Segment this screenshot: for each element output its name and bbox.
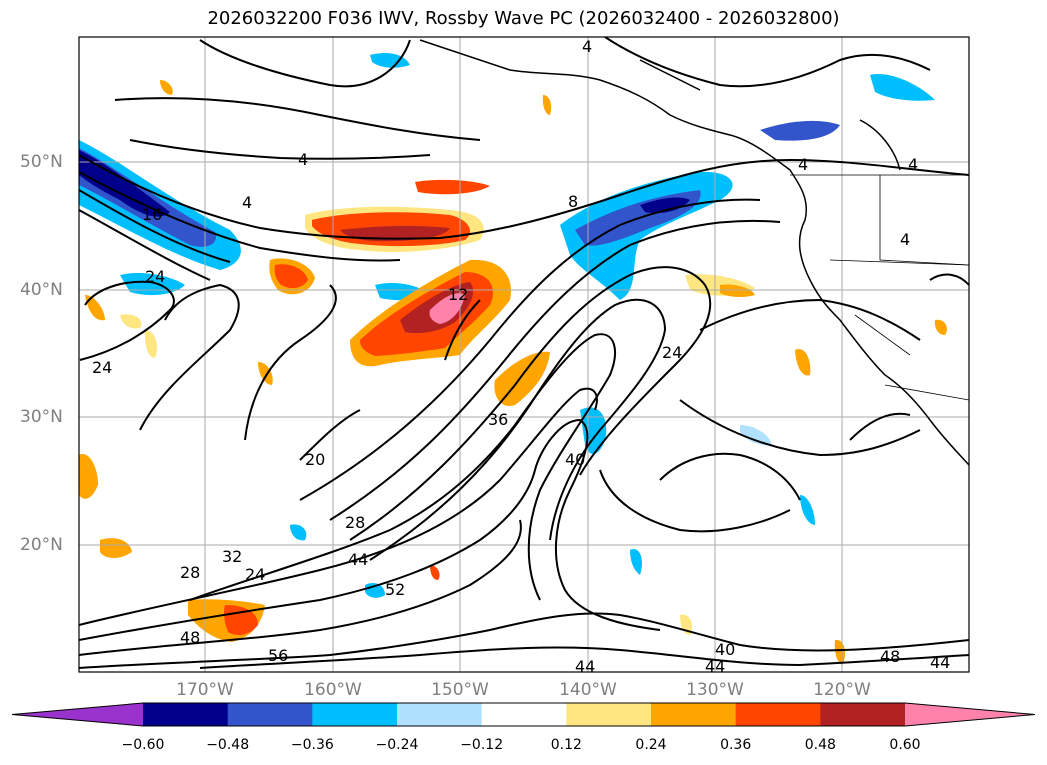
colorbar-segment [566, 703, 652, 726]
contour-label: 20 [305, 450, 325, 469]
contour-label: 4 [908, 155, 918, 174]
lat-label-50n: 50°N [20, 152, 63, 172]
colorbar-segment [735, 703, 821, 726]
lat-label-20n: 20°N [20, 535, 63, 555]
coastlines [419, 39, 969, 466]
contour-label: 28 [180, 563, 200, 582]
colorbar-segment [227, 703, 313, 726]
contour-label: 24 [92, 358, 112, 377]
contour-label: 4 [582, 37, 592, 56]
iwv-contours [79, 37, 969, 669]
colorbar-tick-label: −0.48 [206, 737, 250, 753]
colorbar-tick-label: −0.36 [290, 737, 334, 753]
borders [790, 174, 969, 401]
contour-label: 40 [565, 450, 585, 469]
contour-label: 36 [488, 410, 508, 429]
lat-label-40n: 40°N [20, 280, 63, 300]
contour-label: 32 [222, 547, 242, 566]
colorbar-tick-label: 0.60 [889, 737, 921, 753]
lon-label-140w: 140°W [559, 680, 617, 700]
contour-label: 40 [715, 640, 735, 659]
contour-label: 44 [575, 657, 595, 676]
plot-frame [78, 36, 970, 673]
colorbar-extend-low [12, 703, 143, 726]
contour-label: 24 [245, 565, 265, 584]
colorbar-tick-label: −0.24 [375, 737, 419, 753]
contour-label: 44 [348, 550, 368, 569]
lon-label-170w: 170°W [176, 680, 234, 700]
colorbar-tick-label: −0.12 [460, 737, 504, 753]
contour-label: 4 [242, 193, 252, 212]
colorbar-extend-high [905, 703, 1035, 726]
contour-label: 52 [385, 580, 405, 599]
lon-label-150w: 150°W [431, 680, 489, 700]
contour-label: 28 [345, 513, 365, 532]
contour-label: 4 [900, 230, 910, 249]
colorbar-segment [820, 703, 906, 726]
lon-label-120w: 120°W [813, 680, 871, 700]
colorbar-segment [397, 703, 483, 726]
colorbar-segment [143, 703, 229, 726]
contour-label: 8 [568, 192, 578, 211]
colorbar-tick-label: 0.36 [720, 737, 752, 753]
contour-label: 24 [145, 267, 165, 286]
contour-label: 44 [705, 657, 725, 676]
contour-label: 44 [930, 653, 950, 672]
lat-label-30n: 30°N [20, 407, 63, 427]
contour-label: 48 [180, 628, 200, 647]
contour-label: 56 [268, 646, 288, 665]
lon-label-160w: 160°W [304, 680, 362, 700]
colorbar-tick-label: 0.24 [635, 737, 667, 753]
contour-label: 12 [448, 285, 468, 304]
colorbar-tick-label: −0.60 [121, 737, 165, 753]
map-title: 2026032200 F036 IWV, Rossby Wave PC (202… [207, 8, 840, 29]
contour-label: 16 [142, 205, 162, 224]
colorbar-tick-label: 0.48 [804, 737, 836, 753]
colorbar-segment [312, 703, 398, 726]
contour-label: 4 [798, 155, 808, 174]
contour-label: 24 [662, 343, 682, 362]
colorbar-segment [481, 703, 567, 726]
colorbar-outline [11, 702, 1036, 727]
contour-labels: 4 4 4 4 8 16 24 24 12 20 28 32 24 28 36 … [92, 37, 950, 676]
lon-label-130w: 130°W [686, 680, 744, 700]
colorbar-segment [651, 703, 737, 726]
contour-label: 48 [880, 647, 900, 666]
plot-area [79, 37, 969, 672]
contour-label: 4 [298, 150, 308, 169]
colorbar-tick-label: 0.12 [550, 737, 582, 753]
